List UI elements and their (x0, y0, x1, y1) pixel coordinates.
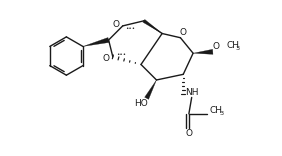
Text: HO: HO (134, 99, 148, 108)
Polygon shape (145, 80, 157, 99)
Text: O: O (213, 42, 220, 51)
Polygon shape (83, 38, 109, 46)
Text: O: O (185, 129, 192, 138)
Text: CH: CH (210, 106, 222, 115)
Text: O: O (102, 54, 109, 63)
Text: •••: ••• (125, 26, 136, 31)
Text: 3: 3 (220, 111, 224, 116)
Text: CH: CH (226, 41, 239, 50)
Text: O: O (112, 20, 119, 29)
Text: 3: 3 (236, 46, 240, 51)
Polygon shape (193, 49, 213, 54)
Text: O: O (179, 28, 186, 37)
Polygon shape (143, 20, 162, 34)
Text: •••: ••• (116, 52, 126, 57)
Text: NH: NH (186, 88, 199, 97)
